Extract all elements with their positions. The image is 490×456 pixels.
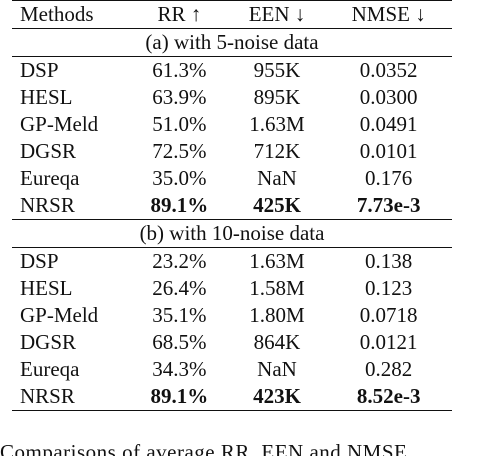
column-header: NMSE ↓	[351, 2, 426, 26]
value-cell: 1.63M	[249, 112, 305, 136]
value-cell: 0.0300	[359, 85, 418, 109]
table-row: DGSR 68.5% 864K 0.0121	[12, 329, 452, 356]
method-cell: GP-Meld	[20, 303, 99, 327]
section-title: (b) with 10-noise data	[12, 219, 452, 248]
value-cell: 0.0718	[359, 303, 418, 327]
value-cell: 895K	[253, 85, 301, 109]
value-cell: 955K	[253, 58, 301, 82]
table-row: DGSR 72.5% 712K 0.0101	[12, 138, 452, 165]
results-table: Methods RR ↑ EEN ↓ NMSE ↓ (a) with 5-noise …	[12, 0, 452, 411]
value-cell: 1.58M	[249, 276, 305, 300]
value-cell: 712K	[253, 139, 301, 163]
column-header: EEN ↓	[248, 2, 306, 26]
value-cell: 0.0352	[359, 58, 418, 82]
value-cell: 51.0%	[152, 112, 207, 136]
column-header: RR ↑	[157, 2, 202, 26]
value-cell: 0.0101	[359, 139, 418, 163]
value-cell: 0.138	[365, 249, 413, 273]
column-header: Methods	[20, 2, 94, 26]
value-cell: 89.1%	[150, 193, 209, 217]
value-cell: 35.1%	[152, 303, 207, 327]
value-cell: 23.2%	[152, 249, 207, 273]
table-body: (a) with 5-noise data DSP 61.3% 955K 0.0352 H…	[12, 28, 452, 411]
header-row: Methods RR ↑ EEN ↓ NMSE ↓	[12, 0, 452, 29]
table-row: Eureqa 34.3% NaN 0.282	[12, 356, 452, 383]
method-cell: NRSR	[20, 193, 75, 217]
table-row: NRSR 89.1% 423K 8.52e-3	[12, 383, 452, 411]
method-cell: DSP	[20, 249, 59, 273]
section-row: (a) with 5-noise data	[12, 28, 452, 57]
value-cell: 0.0121	[359, 330, 418, 354]
method-cell: DGSR	[20, 139, 77, 163]
value-cell: 8.52e-3	[356, 384, 421, 408]
table-row: HESL 63.9% 895K 0.0300	[12, 84, 452, 111]
method-cell: DSP	[20, 58, 59, 82]
method-cell: Eureqa	[20, 166, 80, 190]
table-row: HESL 26.4% 1.58M 0.123	[12, 275, 452, 302]
method-cell: HESL	[20, 85, 73, 109]
value-cell: 7.73e-3	[356, 193, 421, 217]
value-cell: 864K	[253, 330, 301, 354]
value-cell: 89.1%	[150, 384, 209, 408]
value-cell: 0.123	[365, 276, 413, 300]
method-cell: GP-Meld	[20, 112, 99, 136]
value-cell: 61.3%	[152, 58, 207, 82]
table-row: Eureqa 35.0% NaN 0.176	[12, 165, 452, 192]
table-row: GP-Meld 51.0% 1.63M 0.0491	[12, 111, 452, 138]
value-cell: 35.0%	[152, 166, 207, 190]
caption: Comparisons of average RR, EEN and NMSE	[0, 440, 408, 456]
value-cell: 425K	[253, 193, 301, 217]
value-cell: 68.5%	[152, 330, 207, 354]
value-cell: 1.80M	[249, 303, 305, 327]
method-cell: HESL	[20, 276, 73, 300]
table-row: DSP 23.2% 1.63M 0.138	[12, 248, 452, 276]
value-cell: 72.5%	[152, 139, 207, 163]
method-cell: Eureqa	[20, 357, 80, 381]
section-title: (a) with 5-noise data	[12, 28, 452, 57]
value-cell: 34.3%	[152, 357, 207, 381]
method-cell: NRSR	[20, 384, 75, 408]
section-row: (b) with 10-noise data	[12, 219, 452, 248]
value-cell: NaN	[257, 357, 297, 381]
value-cell: 423K	[253, 384, 301, 408]
value-cell: 26.4%	[152, 276, 207, 300]
table-row: NRSR 89.1% 425K 7.73e-3	[12, 192, 452, 220]
table-row: DSP 61.3% 955K 0.0352	[12, 57, 452, 85]
table-row: GP-Meld 35.1% 1.80M 0.0718	[12, 302, 452, 329]
value-cell: 0.176	[365, 166, 413, 190]
value-cell: 0.0491	[359, 112, 418, 136]
value-cell: NaN	[257, 166, 297, 190]
value-cell: 0.282	[365, 357, 413, 381]
value-cell: 1.63M	[249, 249, 305, 273]
method-cell: DGSR	[20, 330, 77, 354]
value-cell: 63.9%	[152, 85, 207, 109]
